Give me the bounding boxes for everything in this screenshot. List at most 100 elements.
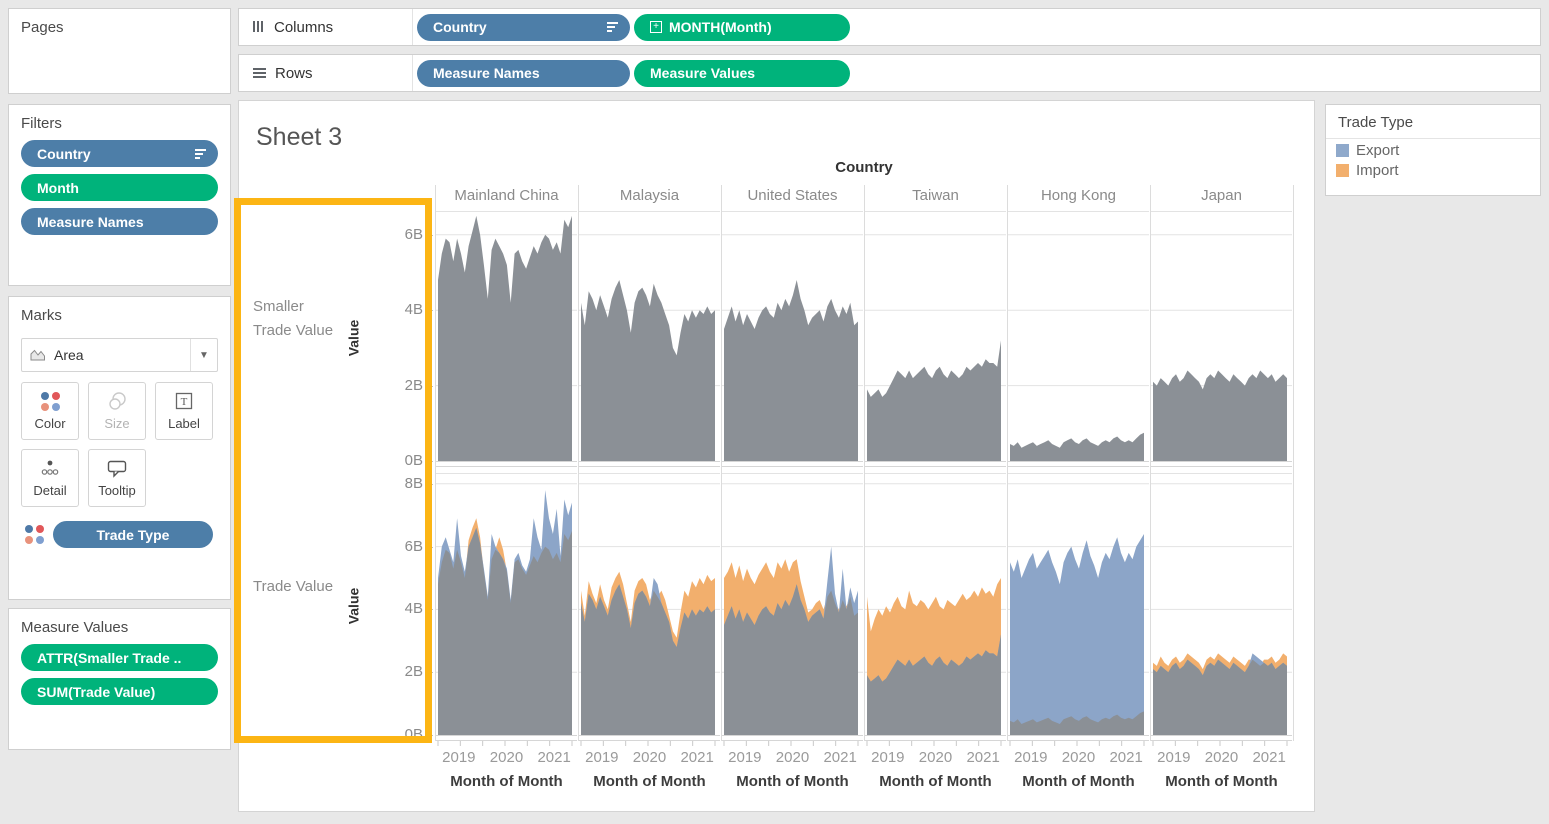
pill-measure-names[interactable]: Measure Names [21,208,218,235]
rows-shelf[interactable]: Rows Measure Names Measure Values [238,54,1541,92]
y-tick-label: 2B [404,663,423,681]
filters-shelf[interactable]: Filters Country Month Measure Names [8,104,231,286]
pane-r2-hong-kong[interactable] [1008,473,1149,741]
pane-separator [1150,185,1151,741]
pane-r1-malaysia[interactable] [579,211,720,467]
column-header-malaysia: Malaysia [619,187,680,204]
area-smaller-trade-value[interactable] [724,280,858,461]
y-tick-label: 6B [404,225,423,243]
pane-r2-taiwan[interactable] [865,473,1006,741]
pill-month-month[interactable]: + MONTH(Month) [634,13,850,41]
y-axis-title: Value [345,319,362,357]
x-axis-caption: Month of Month [450,773,563,790]
pane-separator [864,185,865,741]
y-tick-mark [429,546,433,548]
column-field-label: Country [835,159,893,176]
color-encoding-icon [25,525,44,544]
rows-shelf-label: Rows [275,64,313,82]
measure-values-title: Measure Values [21,619,129,636]
x-axis-ticks[interactable] [865,741,1006,747]
area-overlap[interactable] [1010,711,1144,735]
pane-r1-hong-kong[interactable] [1008,211,1149,467]
area-overlap[interactable] [867,634,1001,736]
pane-r1-japan[interactable] [1151,211,1292,467]
pill-month[interactable]: Month [21,174,218,201]
pane-r1-united-states[interactable] [722,211,863,467]
area-mark-icon [30,349,45,361]
y-tick-mark [429,483,433,485]
area-smaller-trade-value[interactable] [1153,370,1287,462]
pill-attr-smaller-trade[interactable]: ATTR(Smaller Trade .. [21,644,218,671]
area-overlap[interactable] [1153,659,1287,735]
pane-r2-malaysia[interactable] [579,473,720,741]
legend-item-import[interactable]: Import [1326,159,1540,179]
export-swatch [1336,144,1349,157]
pages-shelf[interactable]: Pages [8,8,231,94]
rows-shelf-icon [253,66,266,80]
size-button[interactable]: Size [88,382,146,440]
x-axis-caption: Month of Month [879,773,992,790]
legend-title: Trade Type [1326,105,1540,139]
pane-r1-taiwan[interactable] [865,211,1006,467]
columns-shelf-icon [253,19,265,36]
pane-separator [1293,185,1294,741]
pill-measure-names[interactable]: Measure Names [417,59,630,87]
sheet-title: Sheet 3 [256,123,343,151]
label-button[interactable]: T Label [155,382,213,440]
chevron-down-icon[interactable]: ▼ [190,339,217,371]
area-smaller-trade-value[interactable] [1010,432,1144,461]
x-axis-ticks[interactable] [436,741,577,747]
pane-r2-united-states[interactable] [722,473,863,741]
x-axis-caption: Month of Month [1022,773,1135,790]
area-smaller-trade-value[interactable] [438,215,572,461]
pill-country[interactable]: Country [21,140,218,167]
column-header-japan: Japan [1201,187,1242,204]
measure-values-card[interactable]: Measure Values ATTR(Smaller Trade .. SUM(… [8,608,231,750]
area-overlap[interactable] [724,584,858,735]
y-tick-label: 6B [404,537,423,555]
column-header-united-states: United States [747,187,838,204]
x-axis-ticks[interactable] [579,741,720,747]
detail-button[interactable]: Detail [21,449,79,507]
pane-separator [578,185,579,741]
legend-item-export[interactable]: Export [1326,139,1540,159]
x-axis-ticks[interactable] [722,741,863,747]
trade-type-encoding-pill[interactable]: Trade Type [53,521,213,548]
pane-r2-mainland-china[interactable] [436,473,577,741]
color-button[interactable]: Color [21,382,79,440]
tooltip-button[interactable]: Tooltip [88,449,146,507]
area-overlap[interactable] [581,584,715,735]
year-axis-labels: 2019 2020 2021 [585,748,714,766]
area-overlap[interactable] [438,527,572,735]
plus-box-icon: + [650,21,662,33]
pane-r2-japan[interactable] [1151,473,1292,741]
year-axis-labels: 2019 2020 2021 [1014,748,1143,766]
mark-type-label: Area [54,347,84,363]
row-header-smaller-trade-value: Smaller Trade Value [253,298,334,339]
columns-shelf-label: Columns [274,18,334,36]
marks-title: Marks [21,307,62,324]
mark-type-dropdown[interactable]: Area ▼ [21,338,218,372]
pill-sum-trade-value[interactable]: SUM(Trade Value) [21,678,218,705]
area-smaller-trade-value[interactable] [867,340,1001,461]
area-export[interactable] [1010,534,1144,735]
x-axis-caption: Month of Month [1165,773,1278,790]
columns-shelf[interactable]: Columns Country + MONTH(Month) [238,8,1541,46]
x-axis-ticks[interactable] [1008,741,1149,747]
size-circles-icon [107,391,127,411]
trade-type-legend[interactable]: Trade Type Export Import [1325,104,1541,196]
x-axis-ticks[interactable] [1151,741,1292,747]
import-swatch [1336,164,1349,177]
row-header-trade-value: Trade Value [253,578,334,595]
filter-icon [607,20,618,34]
year-axis-labels: 2019 2020 2021 [728,748,857,766]
column-header-hong-kong: Hong Kong [1040,187,1117,204]
area-smaller-trade-value[interactable] [581,280,715,461]
worksheet[interactable]: Sheet 3 Country Mainland China 2019 2020 20… [234,100,1315,812]
pane-r1-mainland-china[interactable] [436,211,577,467]
pill-measure-values[interactable]: Measure Values [634,59,850,87]
column-header-taiwan: Taiwan [912,187,959,204]
pill-country[interactable]: Country [417,13,630,41]
y-tick-label: 4B [404,600,423,618]
